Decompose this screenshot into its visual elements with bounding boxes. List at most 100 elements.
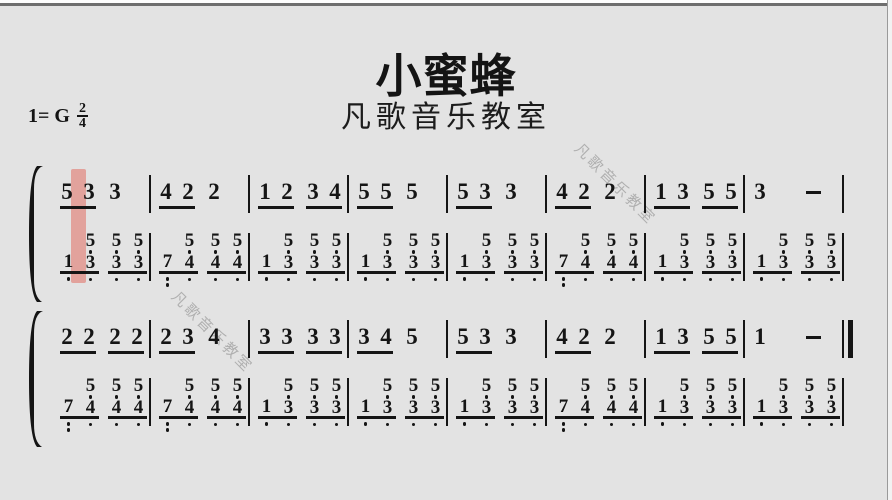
chord-bottom-digit: 4 — [111, 396, 122, 418]
system-brace-icon — [29, 311, 43, 447]
low-octave-dots — [411, 277, 416, 281]
low-octave-dots — [363, 422, 368, 426]
barline — [743, 233, 745, 281]
chord-top-digit: 5 — [727, 230, 738, 251]
low-octave-dots — [66, 422, 71, 432]
low-octave-dots — [660, 277, 665, 281]
bass-digit: 1 — [756, 396, 767, 417]
chord-top-digit: 5 — [210, 375, 221, 396]
bass-digit: 1 — [360, 396, 371, 417]
chord-top-digit: 5 — [679, 230, 690, 251]
octave-dot — [462, 277, 467, 281]
octave-dot — [484, 250, 489, 254]
beam-group: 5 — [405, 324, 419, 350]
beam-group: 5 — [405, 179, 419, 205]
octave-dot — [411, 277, 416, 281]
bass-note-unit: 1 — [754, 233, 769, 281]
low-octave-dots — [385, 277, 390, 281]
octave-dot — [187, 250, 192, 254]
chord-bottom-digit: 3 — [408, 396, 419, 418]
low-octave-dots — [682, 277, 687, 281]
octave-dot — [510, 395, 515, 399]
melody-note: 2 — [61, 324, 73, 349]
bass-note-unit: 1 — [457, 233, 472, 281]
low-octave-dots — [312, 422, 317, 426]
time-numerator: 2 — [76, 101, 88, 117]
octave-dot — [136, 422, 141, 426]
chord-top-digit: 5 — [507, 375, 518, 396]
low-octave-dots — [510, 277, 515, 281]
chord-top-digit: 5 — [232, 375, 243, 396]
beam-group — [805, 324, 822, 339]
chord-top-digit: 5 — [184, 375, 195, 396]
chord-top-digit: 5 — [331, 375, 342, 396]
chord-bottom-digit: 3 — [529, 251, 540, 273]
chord-bottom-digit: 4 — [184, 251, 195, 273]
octave-dot — [781, 422, 786, 426]
octave-dot — [286, 395, 291, 399]
chord-bottom-digit: 3 — [507, 251, 518, 273]
chord-bottom-digit: 3 — [111, 251, 122, 273]
barline — [248, 320, 250, 358]
octave-dot — [682, 422, 687, 426]
octave-dot — [334, 395, 339, 399]
end-barline — [842, 378, 844, 426]
low-octave-dots — [385, 422, 390, 426]
low-octave-dots — [484, 422, 489, 426]
chord-top-digit: 5 — [481, 230, 492, 251]
barline — [743, 378, 745, 426]
octave-dot — [609, 395, 614, 399]
chord-bottom-digit: 3 — [679, 251, 690, 273]
melody-note: 2 — [281, 179, 293, 204]
octave-dot — [759, 277, 764, 281]
low-octave-dots — [561, 422, 566, 432]
chord-top-digit: 5 — [606, 230, 617, 251]
barline — [446, 378, 448, 426]
octave-dot — [213, 422, 218, 426]
melody-note: 3 — [479, 179, 491, 204]
bass-digit: 7 — [162, 396, 173, 417]
chord-bottom-digit: 3 — [331, 396, 342, 418]
octave-dot — [114, 277, 119, 281]
chord-top-digit: 5 — [727, 375, 738, 396]
bass-digit: 1 — [657, 251, 668, 272]
beam-group: 2 — [207, 179, 221, 205]
low-octave-dots — [510, 422, 515, 426]
chord-top-digit: 5 — [309, 230, 320, 251]
chord-bottom-digit: 3 — [778, 251, 789, 273]
melody-note: 3 — [259, 324, 271, 349]
bass-note-unit: 1 — [655, 378, 670, 426]
low-octave-dots — [165, 422, 170, 432]
chord-bottom-digit: 3 — [309, 251, 320, 273]
octave-dot — [312, 422, 317, 426]
melody-note: 3 — [329, 324, 341, 349]
final-thin-bar — [842, 320, 844, 358]
octave-dot — [235, 250, 240, 254]
melody-note: 2 — [109, 324, 121, 349]
melody-note: 5 — [61, 179, 73, 204]
barline — [644, 320, 646, 358]
